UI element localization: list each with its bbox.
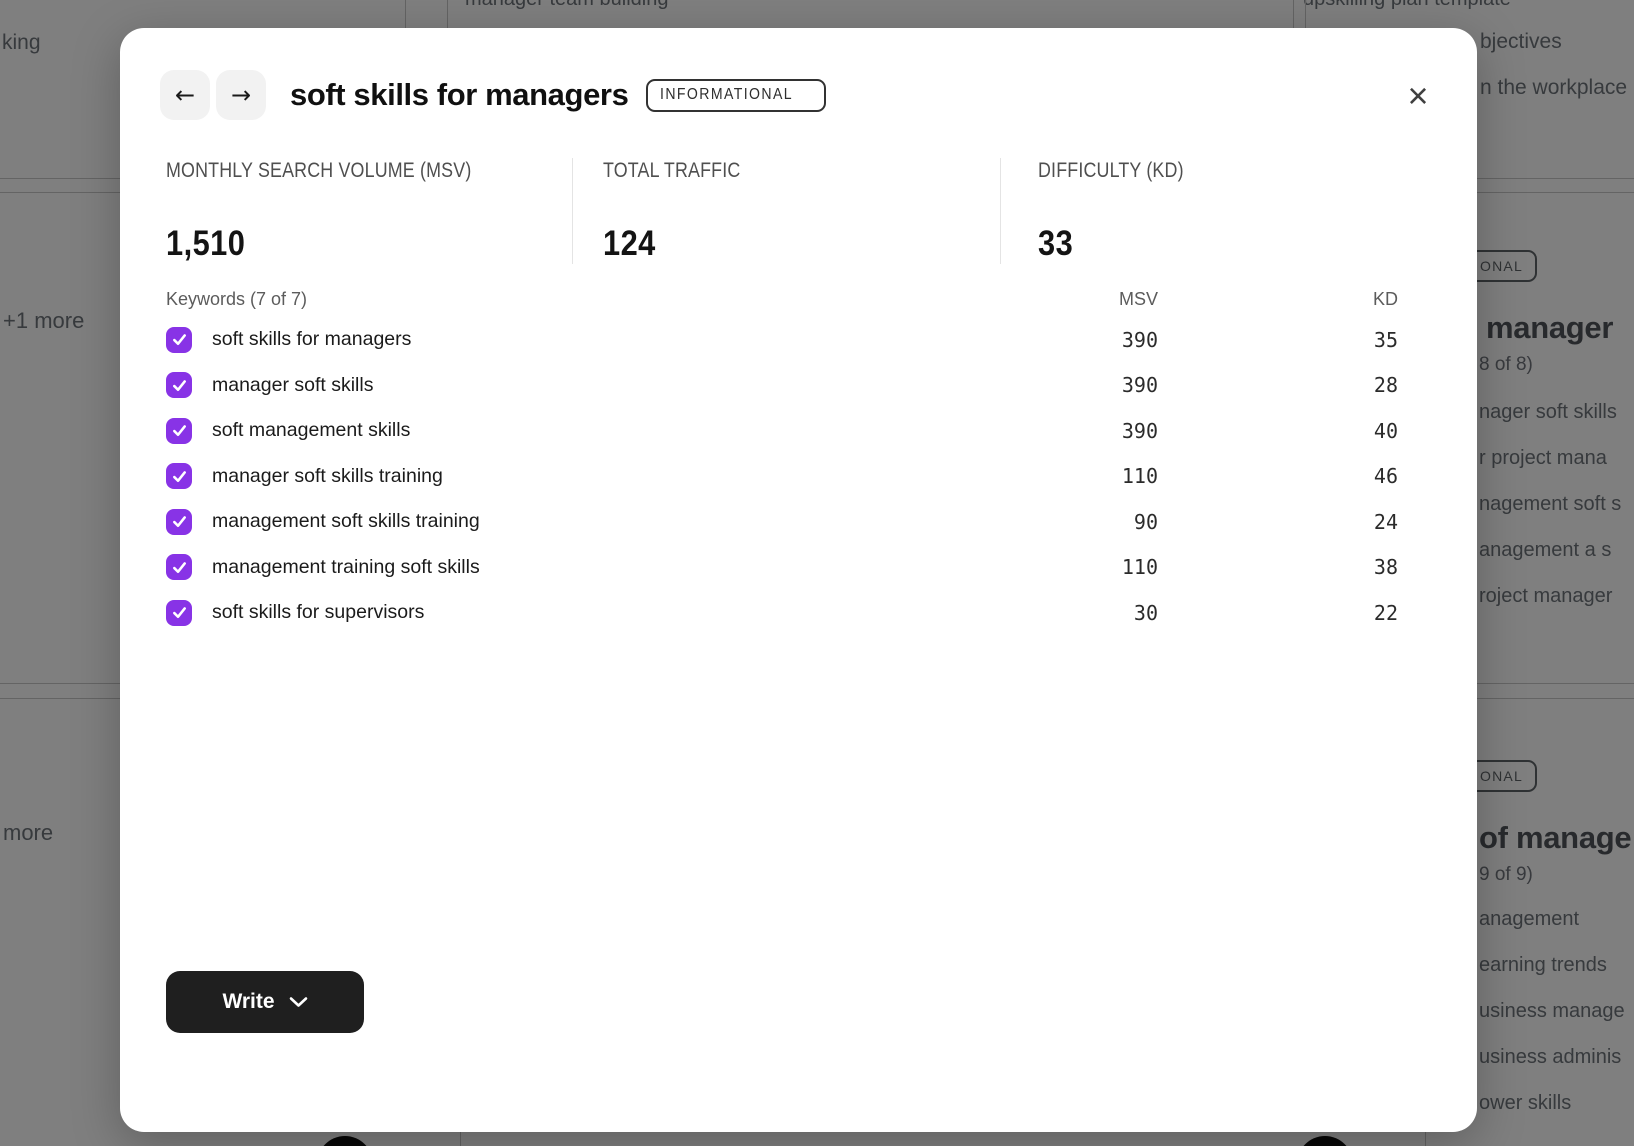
stat-value: 1,510 <box>166 224 246 263</box>
keyword-kd: 35 <box>1373 327 1398 352</box>
forward-button[interactable]: → <box>216 70 266 120</box>
keywords-table: Keywords (7 of 7) MSV KD soft skills for… <box>166 281 1398 636</box>
keyword-label: management soft skills training <box>212 510 480 533</box>
keyword-label: soft management skills <box>212 419 411 442</box>
keyword-msv: 390 <box>1121 327 1158 352</box>
keyword-checkbox[interactable] <box>166 554 192 581</box>
stat-difficulty: DIFFICULTY (KD) 33 <box>1000 158 1431 264</box>
keyword-kd: 24 <box>1373 509 1398 534</box>
stat-label: MONTHLY SEARCH VOLUME (MSV) <box>166 159 472 182</box>
back-arrow-icon: ← <box>174 81 196 109</box>
keyword-msv: 110 <box>1121 464 1158 489</box>
stat-value: 33 <box>1038 224 1074 263</box>
keyword-kd: 22 <box>1373 600 1398 625</box>
keyword-checkbox[interactable] <box>166 508 192 535</box>
column-header-msv: MSV <box>1118 288 1158 309</box>
check-icon <box>172 561 186 573</box>
keywords-count-label: Keywords (7 of 7) <box>166 288 308 309</box>
keyword-label: soft skills for managers <box>212 328 412 351</box>
check-icon <box>172 379 186 391</box>
stat-value: 124 <box>603 224 656 263</box>
keyword-kd: 28 <box>1373 373 1398 398</box>
write-button-label: Write <box>222 990 275 1013</box>
check-icon <box>172 334 186 346</box>
check-icon <box>172 516 186 528</box>
keyword-checkbox[interactable] <box>166 599 192 626</box>
keyword-kd: 38 <box>1373 555 1398 580</box>
check-icon <box>172 425 186 437</box>
keyword-checkbox[interactable] <box>166 417 192 444</box>
keyword-msv: 390 <box>1121 373 1158 398</box>
keyword-checkbox[interactable] <box>166 463 192 490</box>
stat-msv: MONTHLY SEARCH VOLUME (MSV) 1,510 <box>166 158 572 264</box>
keyword-detail-modal: ← → soft skills for managers INFORMATION… <box>120 28 1477 1132</box>
stat-label: DIFFICULTY (KD) <box>1038 159 1184 182</box>
check-icon <box>172 607 186 619</box>
intent-badge: INFORMATIONAL <box>646 78 826 112</box>
back-button[interactable]: ← <box>160 70 210 120</box>
column-header-kd: KD <box>1372 288 1398 309</box>
table-row: soft skills for managers 390 35 <box>166 317 1398 363</box>
keywords-table-header: Keywords (7 of 7) MSV KD <box>166 281 1398 317</box>
keyword-checkbox[interactable] <box>166 372 192 399</box>
keyword-label: management training soft skills <box>212 555 480 578</box>
table-row: management training soft skills 110 38 <box>166 545 1398 591</box>
keyword-msv: 110 <box>1121 555 1158 580</box>
keyword-msv: 390 <box>1121 418 1158 443</box>
keyword-label: soft skills for supervisors <box>212 601 425 624</box>
forward-arrow-icon: → <box>230 81 252 109</box>
table-row: soft skills for supervisors 30 22 <box>166 590 1398 636</box>
stats-row: MONTHLY SEARCH VOLUME (MSV) 1,510 TOTAL … <box>166 158 1431 264</box>
keyword-msv: 90 <box>1133 509 1158 534</box>
close-button[interactable]: × <box>1398 76 1438 116</box>
page-title: soft skills for managers <box>290 77 629 112</box>
table-row: soft management skills 390 40 <box>166 408 1398 454</box>
keyword-checkbox[interactable] <box>166 326 192 353</box>
stat-label: TOTAL TRAFFIC <box>603 159 741 182</box>
modal-header: ← → soft skills for managers INFORMATION… <box>160 70 826 120</box>
keyword-label: manager soft skills <box>212 373 374 396</box>
table-row: manager soft skills training 110 46 <box>166 454 1398 500</box>
table-row: management soft skills training 90 24 <box>166 499 1398 545</box>
check-icon <box>172 470 186 482</box>
table-row: manager soft skills 390 28 <box>166 363 1398 409</box>
keyword-kd: 46 <box>1373 464 1398 489</box>
keyword-kd: 40 <box>1373 418 1398 443</box>
stat-total-traffic: TOTAL TRAFFIC 124 <box>572 158 1000 264</box>
chevron-down-icon <box>289 997 307 1007</box>
keyword-msv: 30 <box>1133 600 1158 625</box>
write-button[interactable]: Write <box>166 971 364 1033</box>
keyword-label: manager soft skills training <box>212 464 443 487</box>
close-icon: × <box>1407 75 1429 116</box>
